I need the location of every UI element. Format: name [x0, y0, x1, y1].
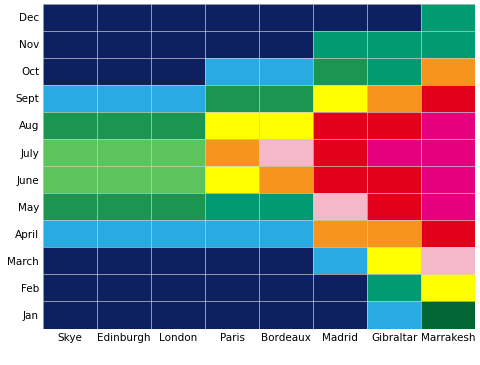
Bar — [205, 58, 259, 85]
Bar — [259, 112, 313, 139]
Bar — [205, 193, 259, 220]
Bar — [367, 220, 421, 247]
Bar — [421, 58, 475, 85]
Bar — [151, 220, 205, 247]
Bar — [367, 112, 421, 139]
Bar — [421, 220, 475, 247]
Bar — [151, 58, 205, 85]
Bar — [97, 139, 151, 166]
Bar — [97, 85, 151, 112]
Bar — [205, 247, 259, 274]
Bar — [205, 220, 259, 247]
Bar — [205, 31, 259, 58]
Bar — [313, 58, 367, 85]
Bar — [313, 112, 367, 139]
Bar — [421, 301, 475, 329]
Bar — [43, 193, 97, 220]
Bar — [313, 274, 367, 301]
Bar — [151, 193, 205, 220]
Bar — [97, 220, 151, 247]
Bar — [367, 4, 421, 31]
Bar — [43, 139, 97, 166]
Bar — [43, 301, 97, 329]
Bar — [151, 301, 205, 329]
Bar — [97, 301, 151, 329]
Bar — [43, 4, 97, 31]
Bar — [205, 166, 259, 193]
Bar — [151, 247, 205, 274]
Bar — [313, 4, 367, 31]
Bar — [313, 31, 367, 58]
Bar — [97, 274, 151, 301]
Bar — [367, 31, 421, 58]
Bar — [421, 166, 475, 193]
Bar — [421, 85, 475, 112]
Bar — [259, 274, 313, 301]
Bar — [151, 139, 205, 166]
Bar — [367, 301, 421, 329]
Bar — [151, 166, 205, 193]
Bar — [205, 301, 259, 329]
Bar — [205, 4, 259, 31]
Bar — [367, 166, 421, 193]
Bar — [313, 166, 367, 193]
Bar — [421, 274, 475, 301]
Bar — [421, 139, 475, 166]
Bar — [259, 247, 313, 274]
Bar — [97, 58, 151, 85]
Bar — [205, 274, 259, 301]
Bar — [43, 112, 97, 139]
Bar — [313, 193, 367, 220]
Bar — [97, 247, 151, 274]
Bar — [205, 112, 259, 139]
Bar — [313, 139, 367, 166]
Bar — [97, 4, 151, 31]
Bar — [421, 31, 475, 58]
Bar — [421, 247, 475, 274]
Bar — [367, 85, 421, 112]
Bar — [43, 31, 97, 58]
Bar — [367, 247, 421, 274]
Bar — [151, 31, 205, 58]
Bar — [43, 247, 97, 274]
Bar — [97, 166, 151, 193]
Bar — [313, 301, 367, 329]
Bar — [259, 166, 313, 193]
Bar — [259, 31, 313, 58]
Bar — [205, 139, 259, 166]
Bar — [151, 112, 205, 139]
Bar — [367, 58, 421, 85]
Bar — [259, 58, 313, 85]
Bar — [367, 139, 421, 166]
Bar — [259, 4, 313, 31]
Bar — [313, 85, 367, 112]
Bar — [259, 139, 313, 166]
Bar — [97, 193, 151, 220]
Bar — [151, 4, 205, 31]
Bar — [43, 274, 97, 301]
Bar — [43, 58, 97, 85]
Bar — [97, 31, 151, 58]
Bar — [259, 193, 313, 220]
Bar — [313, 247, 367, 274]
Bar — [151, 85, 205, 112]
Bar — [151, 274, 205, 301]
Bar — [313, 220, 367, 247]
Bar — [205, 85, 259, 112]
Bar — [421, 4, 475, 31]
Bar — [421, 112, 475, 139]
Bar — [43, 220, 97, 247]
Bar — [421, 193, 475, 220]
Bar — [367, 193, 421, 220]
Bar — [259, 220, 313, 247]
Bar — [259, 301, 313, 329]
Bar — [97, 112, 151, 139]
Bar — [43, 166, 97, 193]
Bar — [43, 85, 97, 112]
Bar — [367, 274, 421, 301]
Bar — [259, 85, 313, 112]
